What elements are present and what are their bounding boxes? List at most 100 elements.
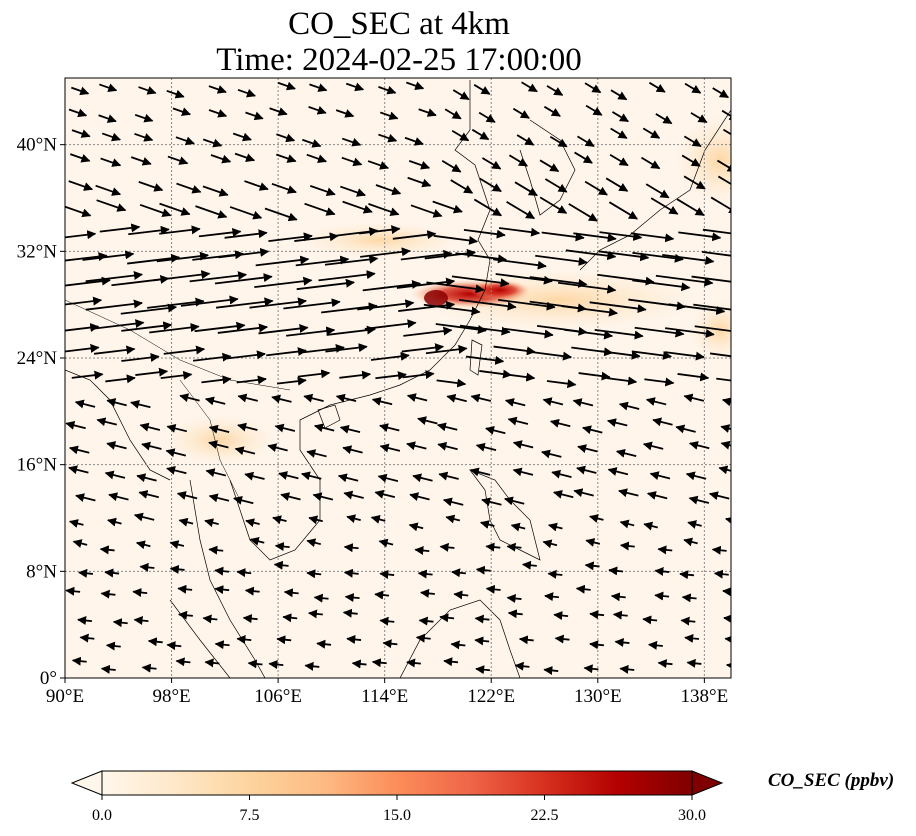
longitude-axis: 90°E 98°E 106°E 114°E 122°E 130°E 138°E <box>46 678 728 707</box>
wind-arrow <box>218 247 270 259</box>
wind-arrow <box>101 132 121 142</box>
wind-arrow <box>175 657 191 667</box>
wind-arrow <box>304 661 320 671</box>
wind-arrow <box>245 518 260 528</box>
wind-arrow <box>645 183 670 199</box>
wind-arrow <box>681 154 701 167</box>
lat-tick-label: 16°N <box>17 455 58 476</box>
wind-arrow <box>375 371 407 381</box>
wind-arrow <box>294 232 339 242</box>
wind-arrow <box>160 370 193 380</box>
wind-arrow <box>539 196 568 214</box>
wind-arrow <box>469 467 491 477</box>
wind-arrow <box>441 160 462 173</box>
wind-arrow <box>268 232 313 242</box>
wind-arrow <box>313 423 335 433</box>
wind-arrow <box>247 659 263 669</box>
wind-arrow <box>408 522 424 532</box>
wind-arrow <box>379 443 401 453</box>
wind-arrow <box>108 492 129 502</box>
wind-arrow <box>649 471 671 480</box>
wind-arrow <box>249 297 307 309</box>
wind-arrow <box>709 352 731 358</box>
wind-arrow <box>204 658 220 668</box>
wind-arrow <box>208 109 228 118</box>
lon-tick-label: 130°E <box>574 686 622 707</box>
wind-arrow <box>153 270 211 282</box>
wind-arrow <box>351 659 367 669</box>
wind-arrow <box>286 326 336 337</box>
wind-arrow <box>573 232 617 243</box>
wind-arrow <box>269 107 288 116</box>
wind-arrow <box>297 369 331 379</box>
wind-arrow <box>147 297 205 309</box>
colorbar-tick-label: 30.0 <box>678 807 706 824</box>
wind-arrow <box>72 539 88 548</box>
wind-arrow <box>214 640 230 650</box>
wind-arrow <box>374 489 396 499</box>
wind-arrow <box>443 657 459 667</box>
wind-arrow <box>609 153 629 167</box>
wind-arrow <box>657 659 673 669</box>
wind-arrow <box>605 177 629 192</box>
wind-arrow <box>409 492 430 502</box>
wind-arrow <box>424 248 477 260</box>
wind-arrow <box>65 230 97 240</box>
wind-arrow <box>417 569 433 579</box>
lat-tick-label: 8°N <box>26 561 57 582</box>
wind-arrow <box>217 323 269 334</box>
wind-arrow <box>451 275 510 288</box>
wind-arrow <box>138 180 164 192</box>
wind-arrow <box>684 82 702 94</box>
wind-arrow <box>589 301 647 314</box>
wind-arrow <box>302 138 322 148</box>
wind-arrow <box>204 396 226 406</box>
wind-arrow <box>588 514 604 523</box>
wind-arrow <box>645 397 667 406</box>
wind-arrow <box>138 86 157 95</box>
wind-arrow <box>345 82 365 92</box>
wind-arrow <box>412 473 433 483</box>
wind-arrow <box>364 319 417 330</box>
wind-arrow <box>543 666 559 675</box>
wind-arrow <box>121 353 160 362</box>
wind-arrow <box>65 276 111 287</box>
wind-arrow <box>302 343 345 354</box>
wind-arrow <box>507 609 523 619</box>
wind-arrow <box>318 270 376 282</box>
wind-arrow <box>597 273 655 286</box>
wind-arrow <box>498 298 556 311</box>
wind-arrow <box>202 185 229 197</box>
wind-arrow <box>307 609 323 619</box>
wind-arrow <box>433 234 479 245</box>
wind-arrow <box>309 83 328 92</box>
wind-arrow <box>446 393 467 403</box>
wind-arrow <box>202 614 218 624</box>
wind-arrow <box>74 399 96 409</box>
wind-arrow <box>176 182 202 194</box>
lon-tick-label: 98°E <box>152 686 190 707</box>
wind-arrow <box>432 200 463 214</box>
wind-arrow <box>195 205 228 219</box>
wind-arrow <box>632 251 684 263</box>
wind-arrow <box>665 327 715 338</box>
wind-arrow <box>65 343 100 353</box>
wind-arrow <box>585 104 603 116</box>
wind-arrow <box>237 88 256 98</box>
wind-arrow <box>417 416 438 425</box>
wind-arrow <box>96 199 127 212</box>
wind-arrow <box>283 298 341 310</box>
wind-arrow <box>518 635 534 645</box>
wind-arrow <box>634 326 685 338</box>
wind-arrow <box>619 664 635 674</box>
wind-arrow <box>606 418 628 428</box>
wind-arrow <box>607 467 629 476</box>
wind-arrow <box>120 303 178 315</box>
wind-arrow <box>415 633 431 643</box>
wind-arrow <box>647 640 663 650</box>
wind-arrow <box>342 445 363 455</box>
wind-arrow <box>473 84 491 95</box>
colorbar-title: CO_SEC (ppbv) <box>768 770 895 791</box>
wind-arrow <box>450 179 474 194</box>
wind-arrow <box>237 393 258 403</box>
